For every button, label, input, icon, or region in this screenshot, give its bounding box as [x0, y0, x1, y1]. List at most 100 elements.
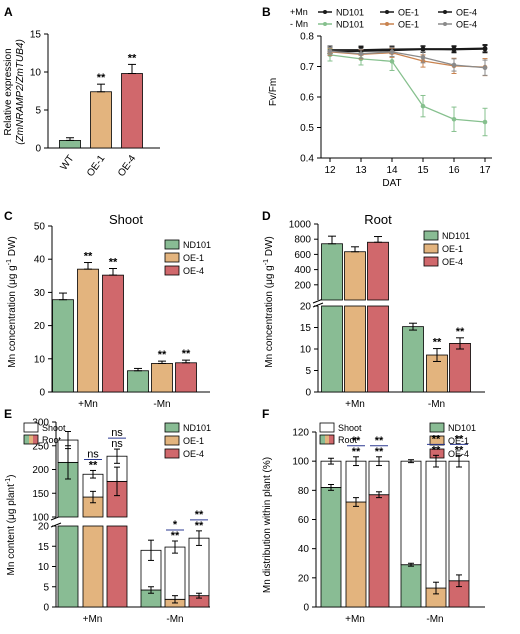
- panel-d-ytick-label: 20: [300, 302, 312, 313]
- panel-f-root-bar: [400, 564, 422, 608]
- panel-d-ytick-label: 0: [305, 388, 311, 399]
- panel-d-bar-lower-oe-1: [344, 305, 366, 393]
- panel-d-ylabel: Mn concentration (μg g-1 DW): [263, 236, 275, 368]
- panel-f-stack-legend-root: Root: [338, 435, 358, 445]
- panel-f-ytick-label: 60: [298, 515, 310, 526]
- panel-e-sig-top: ns: [87, 448, 99, 460]
- panel-e-ytick-label: 15: [38, 542, 50, 553]
- panel-c-ytick-label: 40: [34, 255, 46, 266]
- panel-f-legend-oe-1-swatch: [429, 435, 445, 446]
- panel-c-legend-nd101-label: ND101: [183, 240, 211, 250]
- panel-f-sig-top: **: [375, 435, 384, 447]
- panel-e-stack-legend-root-border: [23, 434, 39, 445]
- panel-a-ylabel-sub: (ZmNRAMP2/ZmTUB4): [15, 39, 26, 145]
- panel-e-legend-oe-4-swatch: [164, 448, 180, 459]
- panel-f-shoot-bar: [320, 460, 342, 488]
- panel-c-sig: **: [109, 256, 118, 268]
- panel-e-stack-legend-root-swatch-a: [24, 435, 29, 444]
- panel-f-stack-legend-root-swatch-c: [329, 435, 334, 444]
- panel-b-point: [482, 65, 488, 71]
- panel-label-e: E: [4, 407, 12, 421]
- panel-c-sig: **: [158, 349, 167, 361]
- panel-c-ytick-label: 20: [34, 321, 46, 332]
- panel-f-legend-nd101-swatch: [429, 422, 445, 433]
- panel-a-sig: **: [128, 52, 137, 64]
- panel-e-legend-oe-1-swatch: [164, 435, 180, 446]
- panel-e-shoot-bar: [164, 546, 186, 600]
- panel-f-ytick-label: 100: [292, 457, 309, 468]
- panel-f-stack-legend-shoot: Shoot: [338, 423, 362, 433]
- panel-b-ytick-label: 0.6: [300, 93, 314, 104]
- panel-f-sig-bottom: **: [455, 444, 464, 456]
- panel-d-legend-oe-1-swatch: [423, 243, 439, 254]
- panel-d-legend-oe-1-label: OE-1: [442, 244, 463, 254]
- panel-b-point: [358, 51, 364, 56]
- panel-d-title: Root: [364, 212, 392, 227]
- panel-f-sig-top: **: [455, 433, 464, 445]
- panel-b-series-line-2: [329, 48, 486, 53]
- panel-f-sig-top: **: [432, 433, 441, 445]
- panel-f-ytick-label: 80: [298, 486, 310, 497]
- panel-e-sig-top: **: [195, 509, 204, 521]
- panel-b-legend-label-3: ND101: [336, 20, 364, 30]
- panel-c-sig: **: [182, 348, 191, 360]
- panel-f-stack-legend-shoot-swatch: [319, 422, 335, 433]
- panel-e-shoot-bar: [188, 537, 210, 597]
- panel-b-xtick-label: 17: [479, 165, 491, 176]
- panel-f-root-bar: [320, 487, 342, 608]
- panel-c-ytick-label: 0: [39, 388, 45, 399]
- panel-c-legend-nd101-swatch: [164, 239, 180, 250]
- panel-f-root-bar: [368, 494, 390, 608]
- panel-b-ytick-label: 0.7: [300, 62, 314, 73]
- panel-a-xtick-label: OE-4: [116, 153, 139, 179]
- panel-e-ytick-label: 150: [32, 489, 49, 500]
- panel-c-ylabel: Mn concentration (μg g-1 DW): [6, 236, 18, 368]
- panel-a-bar-oe-1: [90, 91, 112, 149]
- panel-e-root-bar-lower: [57, 525, 79, 608]
- panel-f-legend-oe-4-swatch: [429, 448, 445, 459]
- panel-d-bar-upper-oe-1: [344, 251, 366, 301]
- panel-e-legend-nd101-label: ND101: [183, 423, 211, 433]
- panel-d-bar-lower-oe-4: [367, 305, 389, 393]
- panel-f-ylabel: Mn distribution within plant (%): [262, 457, 273, 593]
- panel-f-xtick-label: -Mn: [426, 614, 443, 625]
- panel-b-legend-plusmn: +Mn: [290, 7, 308, 17]
- panel-d-ytick-label: 400: [294, 265, 311, 276]
- panel-e-root-bar-lower: [82, 525, 104, 608]
- panel-e-ytick-label: 250: [32, 441, 49, 452]
- panel-c-sig: **: [84, 251, 93, 263]
- panel-f-xtick-label: +Mn: [345, 614, 365, 625]
- panel-f-ytick-label: 40: [298, 544, 310, 555]
- panel-b-point: [451, 116, 457, 122]
- panel-d-ytick-label: 800: [294, 235, 311, 246]
- panel-b-xlabel: DAT: [382, 178, 401, 189]
- panel-e-sig-bottom: **: [171, 530, 180, 542]
- panel-b-series-line-3: [329, 54, 486, 123]
- panel-d-ytick-label: 600: [294, 250, 311, 261]
- panel-e-stack-legend-shoot-swatch: [23, 422, 39, 433]
- panel-b-ylabel: Fv/Fm: [268, 78, 279, 106]
- panel-b-point: [420, 103, 426, 109]
- panel-d-bar-upper-nd101: [321, 243, 343, 301]
- panel-f-stack-legend-root-swatch-b: [325, 435, 329, 444]
- panel-f-legend-nd101-label: ND101: [448, 423, 476, 433]
- panel-b-point: [327, 48, 333, 54]
- panel-d-bar-nd101: [402, 326, 424, 393]
- panel-b-legend-label-2: OE-4: [456, 8, 477, 18]
- panel-e-stack-legend-shoot: Shoot: [42, 423, 66, 433]
- panel-b-point: [451, 47, 457, 53]
- panel-c-legend-oe-4-swatch: [164, 265, 180, 276]
- panel-c-title: Shoot: [109, 212, 143, 227]
- panel-e-ylabel-main: Mn content (μg plant: [6, 484, 17, 576]
- panel-e-sig-top: *: [173, 519, 178, 531]
- panel-f-root-bar: [345, 501, 367, 608]
- panel-e-sig-top: ns: [111, 427, 123, 439]
- panel-d-ylabel-sup: -1: [263, 259, 270, 265]
- panel-e-ytick-label: 200: [32, 465, 49, 476]
- panel-c-bar-oe-4: [102, 274, 124, 393]
- panel-b-point: [482, 119, 488, 125]
- panel-label-c: C: [4, 209, 13, 223]
- panel-b-legend-marker-0: [323, 10, 327, 14]
- panel-b-legend-minusmn: - Mn: [290, 19, 308, 29]
